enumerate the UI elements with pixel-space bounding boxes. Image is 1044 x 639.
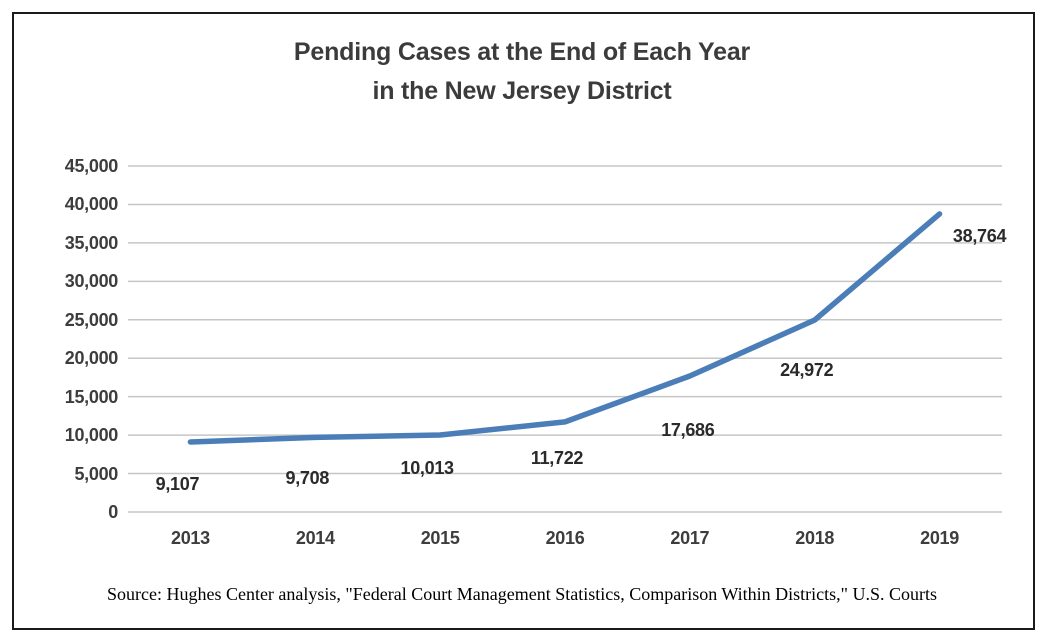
y-axis-tick-label: 0 — [108, 502, 118, 522]
chart-title: Pending Cases at the End of Each Year in… — [0, 33, 1044, 111]
data-point-label: 11,722 — [530, 447, 584, 468]
data-point-label: 24,972 — [780, 359, 834, 380]
data-point-label: 10,013 — [400, 458, 455, 478]
y-axis-tick-label: 30,000 — [64, 271, 119, 292]
data-point-label: 17,686 — [661, 420, 715, 440]
y-axis-tick-label: 35,000 — [64, 232, 119, 253]
x-axis-tick-label: 2013 — [171, 528, 210, 548]
y-axis-tick-label: 25,000 — [64, 309, 119, 330]
data-line-series — [187, 211, 943, 445]
x-axis-tick-label: 2016 — [545, 528, 585, 548]
data-point-label: 9,107 — [155, 473, 200, 494]
y-axis-tick-label: 15,000 — [64, 386, 119, 407]
y-axis-tick-label: 40,000 — [64, 194, 119, 215]
x-axis-tick-label: 2017 — [670, 528, 710, 548]
source-citation: Source: Hughes Center analysis, "Federal… — [106, 584, 938, 604]
x-axis-tick-label: 2014 — [295, 528, 335, 548]
y-axis-tick-label: 20,000 — [64, 348, 119, 369]
y-axis-tick-label: 5,000 — [74, 463, 118, 484]
data-point-label: 38,764 — [952, 225, 1007, 246]
chart-frame — [12, 12, 1035, 630]
y-axis-tick-label: 10,000 — [64, 425, 119, 446]
x-axis-tick-label: 2015 — [420, 528, 460, 548]
chart-title-line-1: Pending Cases at the End of Each Year — [293, 38, 751, 66]
y-axis-tick-label: 45,000 — [64, 156, 119, 176]
x-axis-tick-label: 2018 — [795, 528, 835, 548]
data-point-label: 9,708 — [285, 468, 330, 489]
x-axis-tick-label: 2019 — [920, 528, 959, 548]
chart-title-line-2: in the New Jersey District — [372, 77, 672, 105]
